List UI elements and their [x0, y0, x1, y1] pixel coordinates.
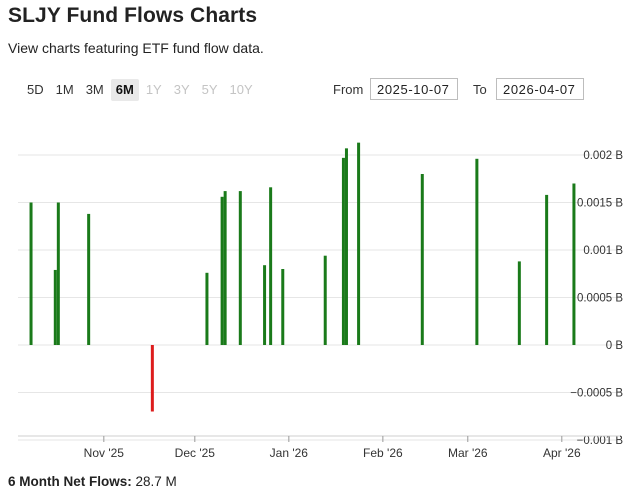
inflow-bar [475, 158, 479, 345]
inflow-bar [223, 191, 227, 345]
page-subtitle: View charts featuring ETF fund flow data… [8, 40, 264, 56]
y-axis: 0.002 B 0.0015 B 0.001 B 0.0005 B 0 B −0.0005… [570, 150, 623, 447]
page-title: SLJY Fund Flows Charts [8, 4, 258, 27]
y-tick-label: 0.0015 B [577, 198, 623, 210]
inflow-bar [344, 148, 348, 345]
chart-bars [29, 142, 576, 412]
range-selector: 5D 1M 3M 6M 1Y 3Y 5Y 10Y [22, 79, 258, 101]
inflow-bar [341, 157, 345, 345]
y-tick-label: 0.001 B [583, 245, 623, 257]
x-tick-label: Jan '26 [270, 446, 309, 460]
inflow-bar [53, 269, 57, 345]
inflow-bar [545, 194, 549, 345]
inflow-bar [572, 183, 576, 345]
range-5y-button: 5Y [197, 79, 223, 101]
x-tick-label: Apr '26 [543, 446, 581, 460]
y-tick-label: 0.0005 B [577, 293, 623, 305]
x-tick-label: Nov '25 [84, 446, 125, 460]
y-tick-label: −0.0005 B [570, 388, 623, 400]
range-10y-button: 10Y [225, 79, 258, 101]
chart-gridlines [18, 154, 620, 441]
to-label: To [473, 82, 487, 97]
range-5d-button[interactable]: 5D [22, 79, 49, 101]
inflow-bar [220, 196, 224, 345]
inflow-bar [87, 213, 91, 345]
inflow-bar [281, 269, 285, 345]
inflow-bar [263, 265, 267, 345]
inflow-bar [357, 142, 361, 345]
to-date-input[interactable] [496, 78, 584, 100]
range-3y-button: 3Y [169, 79, 195, 101]
range-3m-button[interactable]: 3M [81, 79, 109, 101]
x-tick-label: Dec '25 [175, 446, 216, 460]
inflow-bar [238, 191, 242, 345]
inflow-bar [56, 202, 60, 345]
y-tick-label: −0.001 B [577, 435, 624, 447]
net-flows-summary: 6 Month Net Flows: 28.7 M [8, 474, 177, 489]
from-date-input[interactable] [370, 78, 458, 100]
y-tick-label: 0.002 B [583, 150, 623, 162]
inflow-bar [323, 255, 327, 345]
inflow-bar [269, 187, 273, 345]
outflow-bar [150, 345, 154, 412]
fund-flows-chart: 0.002 B 0.0015 B 0.001 B 0.0005 B 0 B −0.0005… [18, 142, 623, 460]
range-1y-button: 1Y [141, 79, 167, 101]
from-label: From [333, 82, 364, 97]
inflow-bar [420, 174, 424, 345]
net-flows-value: 28.7 M [135, 474, 177, 489]
x-tick-label: Feb '26 [363, 446, 403, 460]
inflow-bar [517, 261, 521, 345]
inflow-bar [205, 272, 209, 345]
range-1m-button[interactable]: 1M [51, 79, 79, 101]
range-6m-button[interactable]: 6M [110, 79, 139, 101]
net-flows-label: 6 Month Net Flows: [8, 474, 132, 489]
y-tick-label: 0 B [606, 340, 624, 352]
inflow-bar [29, 202, 33, 345]
x-axis: Nov '25 Dec '25 Jan '26 Feb '26 Mar '26 Apr '… [18, 435, 620, 460]
x-tick-label: Mar '26 [448, 446, 488, 460]
